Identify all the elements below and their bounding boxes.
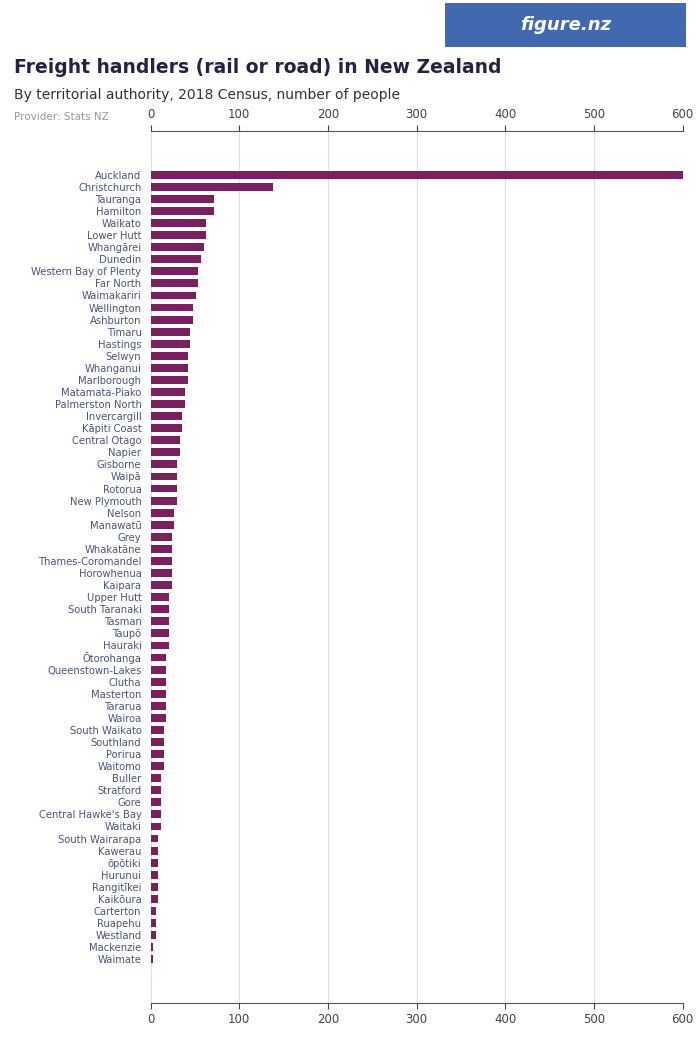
Bar — [150, 907, 156, 915]
Bar — [150, 437, 180, 444]
Bar — [150, 895, 158, 903]
Bar — [150, 521, 174, 529]
Bar — [150, 352, 188, 360]
Bar — [150, 859, 158, 866]
Bar — [150, 207, 214, 215]
Bar — [150, 545, 172, 552]
Bar — [150, 798, 161, 806]
Bar — [150, 376, 188, 384]
Bar — [150, 497, 177, 505]
Bar — [150, 400, 185, 408]
Bar — [150, 268, 198, 275]
Bar — [150, 219, 206, 227]
Bar — [150, 533, 172, 541]
Bar — [150, 569, 172, 576]
Bar — [150, 750, 164, 758]
Bar — [150, 870, 158, 879]
Bar — [150, 231, 206, 239]
Bar — [150, 714, 167, 721]
Bar — [150, 303, 193, 312]
Bar — [150, 605, 169, 613]
Bar — [150, 593, 169, 601]
Bar — [150, 931, 156, 939]
Bar — [150, 677, 167, 686]
Bar — [150, 582, 172, 589]
Bar — [150, 448, 180, 457]
Bar — [150, 726, 164, 734]
Bar — [150, 835, 158, 842]
Bar — [150, 316, 193, 323]
Bar — [150, 822, 161, 831]
Bar — [150, 653, 167, 662]
Bar — [150, 846, 158, 855]
Text: By territorial authority, 2018 Census, number of people: By territorial authority, 2018 Census, n… — [14, 88, 400, 102]
Bar — [150, 472, 177, 481]
Bar — [150, 328, 190, 336]
Bar — [150, 558, 172, 565]
Bar — [150, 364, 188, 372]
Bar — [150, 413, 183, 420]
Bar — [150, 690, 167, 697]
Bar — [150, 340, 190, 348]
Bar — [150, 195, 214, 203]
Text: figure.nz: figure.nz — [519, 16, 611, 35]
Bar — [150, 461, 177, 468]
Bar — [150, 183, 273, 191]
Bar — [150, 292, 196, 299]
Bar — [150, 617, 169, 625]
Text: Provider: Stats NZ: Provider: Stats NZ — [14, 112, 108, 123]
Bar — [150, 629, 169, 637]
Bar — [150, 485, 177, 492]
Bar — [150, 919, 156, 927]
Bar — [150, 701, 167, 710]
Bar — [150, 666, 167, 673]
Bar — [150, 811, 161, 818]
Bar — [150, 786, 161, 794]
Bar — [150, 424, 183, 433]
Bar — [150, 738, 164, 746]
Bar — [150, 956, 153, 963]
Bar — [150, 171, 682, 178]
Bar — [150, 762, 164, 770]
Bar — [150, 279, 198, 288]
Bar — [150, 255, 201, 264]
Bar — [150, 943, 153, 951]
Text: Freight handlers (rail or road) in New Zealand: Freight handlers (rail or road) in New Z… — [14, 58, 501, 77]
Bar — [150, 388, 185, 396]
Bar — [150, 883, 158, 890]
Bar — [150, 642, 169, 649]
Bar — [150, 509, 174, 517]
Bar — [150, 774, 161, 782]
Bar — [150, 244, 204, 251]
